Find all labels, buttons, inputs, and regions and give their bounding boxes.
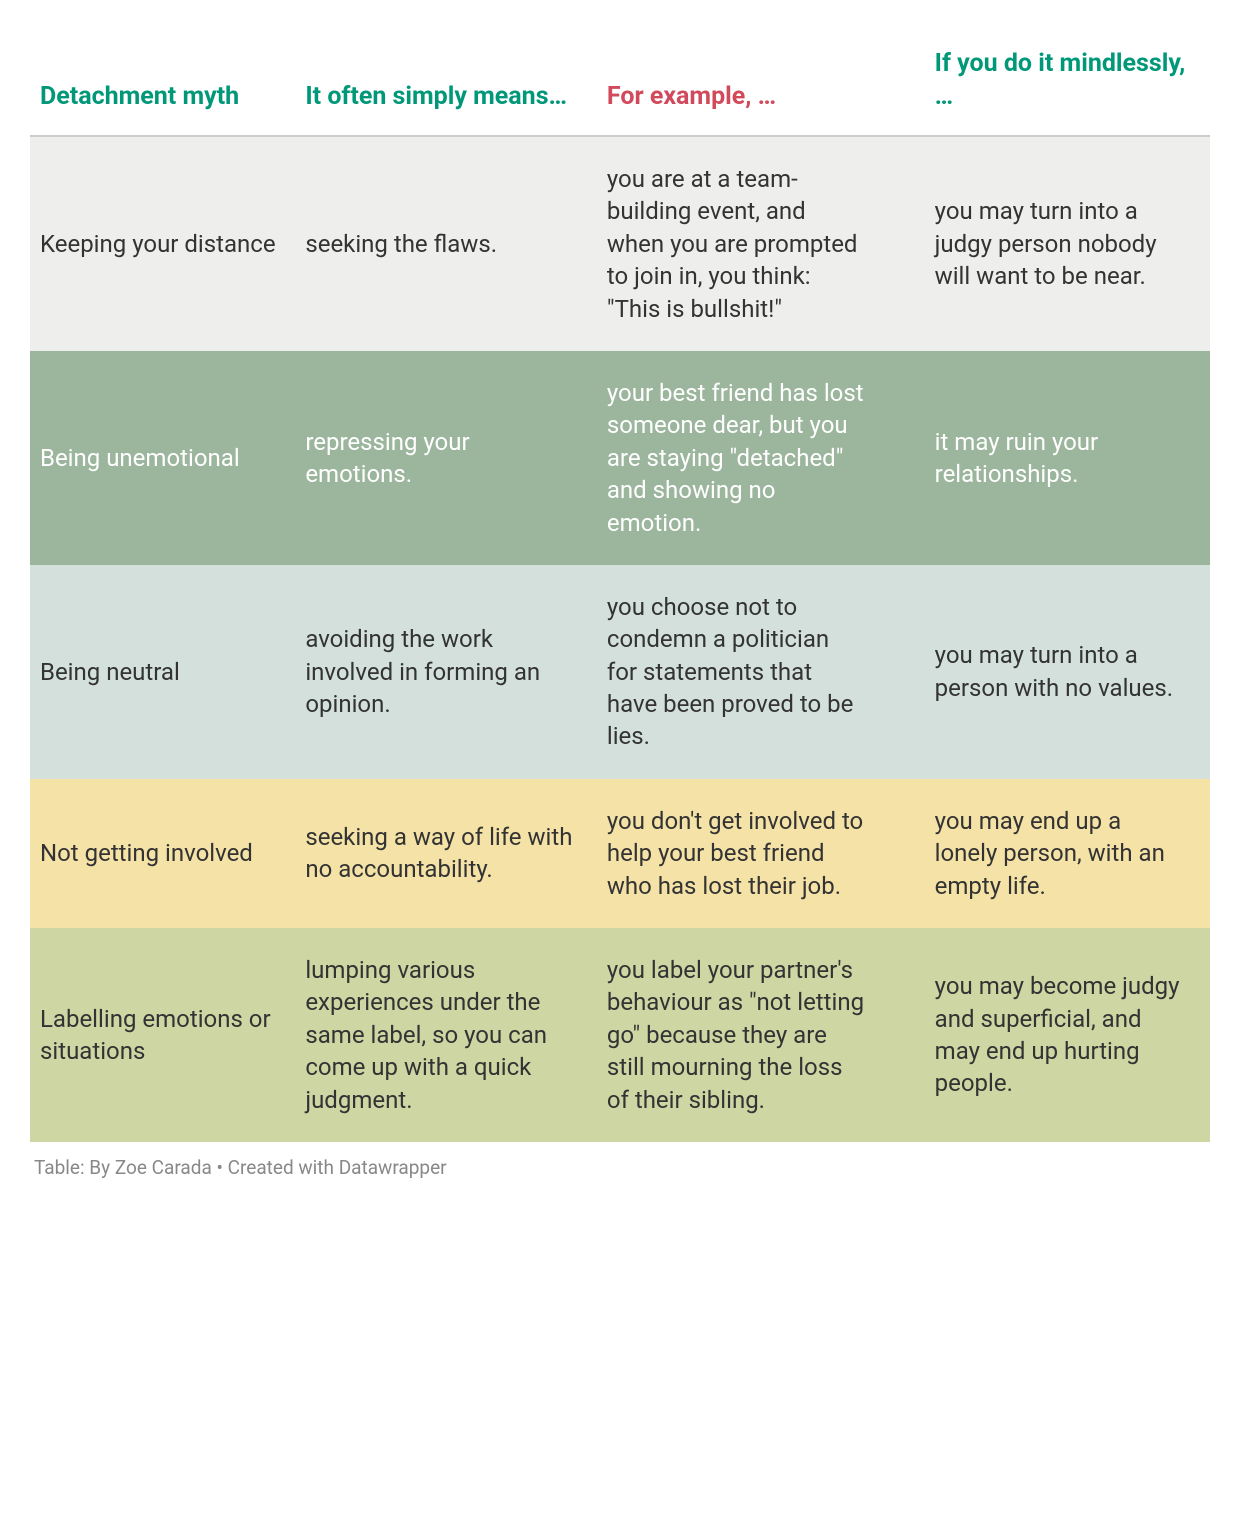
column-header-0: Detachment myth xyxy=(30,30,305,136)
table-cell: repressing your emotions. xyxy=(305,351,607,565)
table-row: Being neutralavoiding the work involved … xyxy=(30,565,1210,779)
table-cell: avoiding the work involved in forming an… xyxy=(305,565,607,779)
table-cell: it may ruin your relationships. xyxy=(935,351,1210,565)
table-cell: you choose not to condemn a politician f… xyxy=(607,565,935,779)
table-cell: you may end up a lonely person, with an … xyxy=(935,779,1210,928)
table-row: Keeping your distanceseeking the flaws.y… xyxy=(30,136,1210,351)
table-cell: your best friend has lost someone dear, … xyxy=(607,351,935,565)
table-cell: you may turn into a person with no value… xyxy=(935,565,1210,779)
table-cell: Keeping your distance xyxy=(30,136,305,351)
table-cell: Being unemotional xyxy=(30,351,305,565)
table-cell: you may become judgy and superficial, an… xyxy=(935,928,1210,1142)
table-cell: you label your partner's behaviour as "n… xyxy=(607,928,935,1142)
table-cell: Not getting involved xyxy=(30,779,305,928)
column-header-2: For example, … xyxy=(607,30,935,136)
table-cell: you don't get involved to help your best… xyxy=(607,779,935,928)
table-cell: seeking the flaws. xyxy=(305,136,607,351)
table-row: Labelling emotions or situationslumping … xyxy=(30,928,1210,1142)
detachment-table: Detachment mythIt often simply means…For… xyxy=(30,30,1210,1142)
table-cell: seeking a way of life with no accountabi… xyxy=(305,779,607,928)
table-row: Being unemotionalrepressing your emotion… xyxy=(30,351,1210,565)
column-header-3: If you do it mindlessly, … xyxy=(935,30,1210,136)
table-cell: you are at a team-building event, and wh… xyxy=(607,136,935,351)
table-cell: lumping various experiences under the sa… xyxy=(305,928,607,1142)
table-cell: Labelling emotions or situations xyxy=(30,928,305,1142)
table-cell: Being neutral xyxy=(30,565,305,779)
table-header-row: Detachment mythIt often simply means…For… xyxy=(30,30,1210,136)
table-row: Not getting involvedseeking a way of lif… xyxy=(30,779,1210,928)
column-header-1: It often simply means… xyxy=(305,30,607,136)
table-cell: you may turn into a judgy person nobody … xyxy=(935,136,1210,351)
table-attribution: Table: By Zoe Carada • Created with Data… xyxy=(30,1156,1210,1179)
